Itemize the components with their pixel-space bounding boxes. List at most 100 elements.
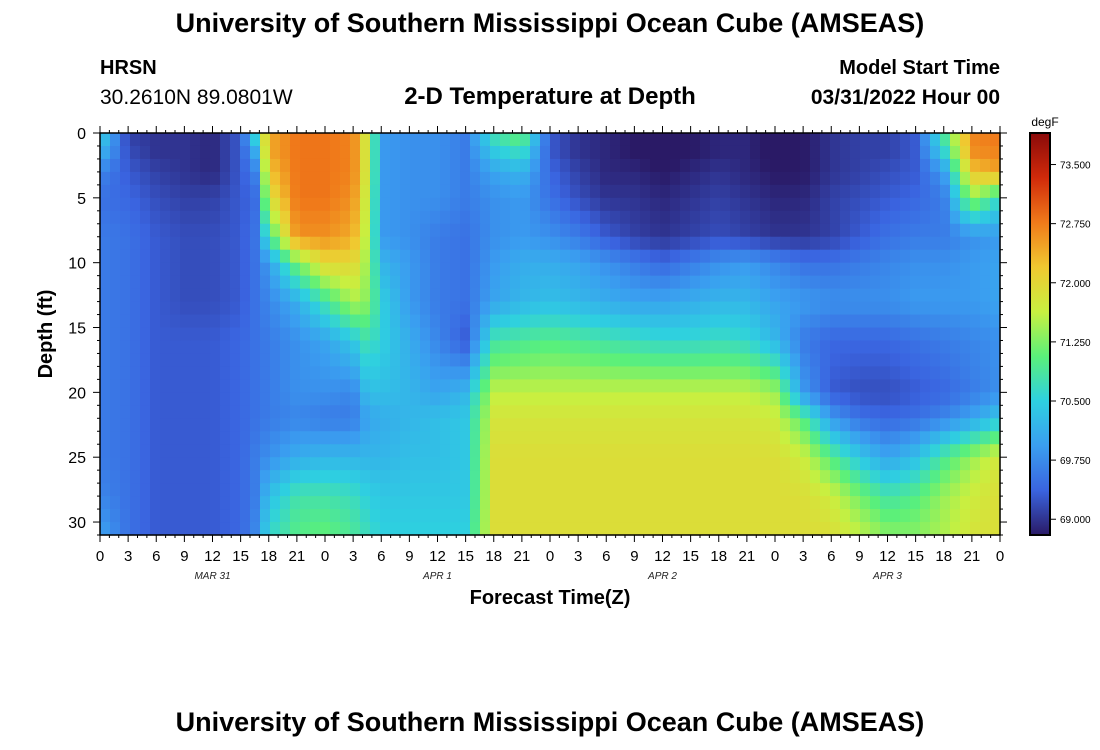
heatmap-cell	[910, 522, 921, 536]
heatmap-cell	[950, 171, 961, 186]
heatmap-cell	[410, 301, 421, 316]
heatmap-cell	[760, 418, 771, 432]
heatmap-cell	[900, 145, 911, 160]
heatmap-cell	[210, 509, 221, 523]
heatmap-cell	[940, 327, 951, 342]
heatmap-cell	[570, 457, 581, 471]
heatmap-cell	[920, 470, 931, 484]
heatmap-cell	[680, 171, 691, 186]
heatmap-cell	[460, 249, 471, 264]
heatmap-cell	[860, 327, 871, 342]
heatmap-cell	[720, 133, 731, 147]
heatmap-cell	[650, 301, 661, 316]
heatmap-cell	[290, 171, 301, 186]
heatmap-cell	[200, 327, 211, 342]
heatmap-cell	[150, 314, 161, 329]
heatmap-cell	[260, 145, 271, 160]
heatmap-cell	[660, 249, 671, 264]
heatmap-cell	[930, 431, 941, 445]
heatmap-cell	[990, 223, 1001, 238]
heatmap-cell	[990, 210, 1001, 225]
heatmap-cell	[650, 184, 661, 199]
heatmap-cell	[370, 223, 381, 238]
heatmap-cell	[400, 405, 411, 419]
heatmap-cell	[570, 327, 581, 342]
heatmap-cell	[150, 275, 161, 290]
heatmap-cell	[690, 223, 701, 238]
heatmap-cell	[890, 249, 901, 264]
heatmap-cell	[970, 522, 981, 536]
heatmap-cell	[930, 171, 941, 186]
heatmap-cell	[310, 457, 321, 471]
heatmap-cell	[990, 522, 1001, 536]
heatmap-cell	[640, 223, 651, 238]
heatmap-cell	[330, 236, 341, 251]
heatmap-cell	[390, 483, 401, 497]
heatmap-cell	[400, 236, 411, 251]
heatmap-cell	[390, 171, 401, 186]
heatmap-cell	[680, 353, 691, 368]
heatmap-cell	[570, 405, 581, 419]
heatmap-cell	[550, 314, 561, 329]
heatmap-cell	[810, 496, 821, 510]
heatmap-cell	[300, 366, 311, 380]
heatmap-cell	[150, 133, 161, 147]
heatmap-cell	[480, 392, 491, 406]
heatmap-cell	[680, 522, 691, 536]
heatmap-cell	[100, 249, 111, 264]
heatmap-cell	[680, 288, 691, 303]
heatmap-cell	[770, 158, 781, 173]
heatmap-cell	[260, 405, 271, 419]
heatmap-cell	[350, 262, 361, 277]
heatmap-cell	[850, 457, 861, 471]
heatmap-cell	[890, 210, 901, 225]
heatmap-cell	[450, 470, 461, 484]
heatmap-cell	[350, 509, 361, 523]
heatmap-cell	[390, 314, 401, 329]
heatmap-cell	[950, 262, 961, 277]
heatmap-cell	[600, 275, 611, 290]
heatmap-cell	[460, 327, 471, 342]
heatmap-cell	[230, 145, 241, 160]
heatmap-cell	[580, 431, 591, 445]
heatmap-cell	[750, 171, 761, 186]
heatmap-cell	[920, 431, 931, 445]
heatmap-cell	[490, 392, 501, 406]
heatmap-cell	[790, 288, 801, 303]
heatmap-cell	[240, 522, 251, 536]
heatmap-cell	[650, 236, 661, 251]
heatmap-cell	[410, 197, 421, 212]
heatmap-cell	[690, 249, 701, 264]
heatmap-cell	[300, 275, 311, 290]
heatmap-cell	[180, 470, 191, 484]
heatmap-cell	[760, 184, 771, 199]
heatmap-cell	[970, 457, 981, 471]
heatmap-cell	[460, 483, 471, 497]
heatmap-cell	[890, 353, 901, 368]
heatmap-cell	[650, 431, 661, 445]
heatmap-cell	[830, 353, 841, 368]
heatmap-cell	[490, 457, 501, 471]
heatmap-cell	[290, 275, 301, 290]
heatmap-cell	[770, 249, 781, 264]
heatmap-cell	[680, 327, 691, 342]
heatmap-cell	[880, 353, 891, 368]
heatmap-cell	[620, 327, 631, 342]
x-tick-label: 6	[152, 548, 160, 565]
model-start-value: 03/31/2022 Hour 00	[810, 86, 1000, 109]
heatmap-cell	[900, 509, 911, 523]
heatmap-cell	[440, 444, 451, 458]
heatmap-cell	[320, 522, 331, 536]
heatmap-cell	[520, 249, 531, 264]
heatmap-cell	[960, 314, 971, 329]
heatmap-cell	[920, 340, 931, 355]
x-tick-label: 18	[260, 548, 277, 565]
heatmap-cell	[990, 431, 1001, 445]
heatmap-cell	[850, 197, 861, 212]
heatmap-cell	[890, 133, 901, 147]
heatmap-cell	[620, 496, 631, 510]
heatmap-cell	[750, 197, 761, 212]
heatmap-cell	[220, 275, 231, 290]
heatmap-cell	[440, 457, 451, 471]
heatmap-cell	[830, 133, 841, 147]
